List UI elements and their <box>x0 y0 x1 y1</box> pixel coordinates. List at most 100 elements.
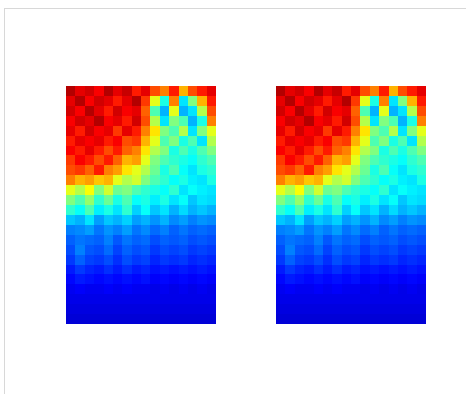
heatmap-cell <box>407 126 417 136</box>
heatmap-cell <box>150 165 160 175</box>
heatmap-cell <box>122 106 132 116</box>
heatmap-cell <box>314 86 324 96</box>
heatmap-cell <box>132 96 142 106</box>
heatmap-cell <box>207 126 216 136</box>
heatmap-cell <box>370 265 380 275</box>
heatmap-cell <box>295 106 305 116</box>
heatmap-cell <box>360 96 370 106</box>
heatmap-cell <box>66 175 76 185</box>
heatmap-cell <box>323 255 333 265</box>
heatmap-cell <box>179 235 189 245</box>
heatmap-cell <box>179 136 189 146</box>
heatmap-cell <box>342 225 352 235</box>
heatmap-cell <box>370 255 380 265</box>
heatmap-cell <box>150 126 160 136</box>
heatmap-cell <box>407 235 417 245</box>
heatmap-cell <box>179 195 189 205</box>
heatmap-cell <box>197 155 207 165</box>
heatmap-cell <box>197 294 207 304</box>
heatmap-cell <box>169 96 179 106</box>
heatmap-cell <box>295 294 305 304</box>
heatmap-cell <box>379 245 389 255</box>
heatmap-cell <box>113 205 123 215</box>
heatmap-cell <box>417 165 426 175</box>
heatmap-cell <box>85 116 95 126</box>
heatmap-cell <box>342 146 352 156</box>
heatmap-cell <box>417 274 426 284</box>
heatmap-cell <box>304 314 314 324</box>
heatmap-cell <box>389 294 399 304</box>
heatmap-cell <box>75 265 85 275</box>
heatmap-cell <box>104 155 114 165</box>
heatmap-cell <box>351 215 361 225</box>
heatmap-cell <box>207 136 216 146</box>
heatmap-cell <box>179 126 189 136</box>
heatmap-cell <box>342 235 352 245</box>
heatmap-cell <box>314 96 324 106</box>
heatmap-cell <box>85 265 95 275</box>
heatmap-cell <box>276 255 286 265</box>
heatmap-cell <box>323 185 333 195</box>
heatmap-cell <box>207 245 216 255</box>
heatmap-cell <box>160 155 170 165</box>
heatmap-cell <box>207 155 216 165</box>
heatmap-cell <box>94 294 104 304</box>
heatmap-cell <box>323 165 333 175</box>
heatmap-cell <box>197 175 207 185</box>
heatmap-cell <box>332 165 342 175</box>
heatmap-cell <box>342 205 352 215</box>
heatmap-cell <box>169 155 179 165</box>
heatmap-cell <box>85 136 95 146</box>
heatmap-cell <box>360 294 370 304</box>
heatmap-cell <box>66 235 76 245</box>
heatmap-cell <box>295 205 305 215</box>
heatmap-cell <box>398 116 408 126</box>
heatmap-cell <box>207 175 216 185</box>
heatmap-cell <box>113 304 123 314</box>
heatmap-cell <box>169 165 179 175</box>
heatmap-cell <box>104 314 114 324</box>
heatmap-cell <box>179 205 189 215</box>
heatmap-cell <box>351 284 361 294</box>
heatmap-cell <box>389 235 399 245</box>
heatmap-cell <box>122 265 132 275</box>
heatmap-cell <box>389 274 399 284</box>
heatmap-cell <box>197 265 207 275</box>
heatmap-cell <box>295 304 305 314</box>
heatmap-cell <box>122 146 132 156</box>
heatmap-cell <box>314 165 324 175</box>
heatmap-cell <box>113 136 123 146</box>
heatmap-cell <box>150 294 160 304</box>
heatmap-cell <box>188 274 198 284</box>
heatmap-cell <box>132 106 142 116</box>
heatmap-cell <box>276 155 286 165</box>
heatmap-cell <box>207 146 216 156</box>
heatmap-cell <box>122 284 132 294</box>
heatmap-cell <box>141 195 151 205</box>
heatmap-cell <box>379 116 389 126</box>
heatmap-cell <box>304 205 314 215</box>
heatmap-cell <box>342 136 352 146</box>
heatmap-cell <box>122 205 132 215</box>
heatmap-cell <box>75 255 85 265</box>
heatmap-cell <box>407 146 417 156</box>
heatmap-cell <box>379 314 389 324</box>
heatmap-cell <box>132 155 142 165</box>
heatmap-cell <box>332 175 342 185</box>
heatmap-cell <box>104 116 114 126</box>
heatmap-cell <box>407 185 417 195</box>
heatmap-cell <box>94 116 104 126</box>
heatmap-cell <box>179 165 189 175</box>
heatmap-cell <box>179 314 189 324</box>
heatmap-cell <box>85 205 95 215</box>
heatmap-cell <box>188 314 198 324</box>
heatmap-cell <box>417 205 426 215</box>
heatmap-cell <box>75 304 85 314</box>
heatmap-cell <box>104 255 114 265</box>
heatmap-cell <box>389 255 399 265</box>
heatmap-cell <box>197 116 207 126</box>
heatmap-cell <box>276 165 286 175</box>
heatmap-cell <box>169 106 179 116</box>
heatmap-cell <box>314 205 324 215</box>
heatmap-cell <box>398 185 408 195</box>
